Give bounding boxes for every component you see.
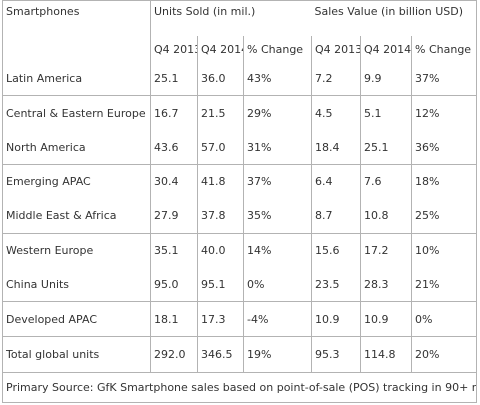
units-change-cell: 35% [243, 198, 312, 234]
units-change-cell: 29% [243, 95, 312, 131]
sales-q4-2013-cell: 15.6 [311, 233, 361, 268]
subheader-units-q4-2014: Q4 2014 [197, 35, 244, 63]
subheader-sales-q4-2013: Q4 2013 [311, 35, 361, 63]
units-q4-2014-cell: 41.8 [197, 164, 244, 199]
sales-change-cell: 12% [411, 95, 478, 131]
units-q4-2013-cell: 95.0 [150, 267, 198, 303]
units-change-cell: 19% [243, 336, 312, 374]
footer-row: Primary Source: GfK Smartphone sales bas… [1, 372, 478, 403]
units-q4-2013-cell: 16.7 [150, 95, 198, 131]
sales-change-cell: 37% [411, 62, 478, 97]
header-units-sold: Units Sold (in mil.) [150, 0, 312, 36]
sales-q4-2014-cell: 25.1 [360, 130, 412, 166]
units-q4-2013-cell: 18.1 [150, 301, 198, 338]
units-change-cell: 0% [243, 267, 312, 303]
subheader-row: Q4 2013 Q4 2014 % Change Q4 2013 Q4 2014… [2, 35, 478, 63]
sales-q4-2013-cell: 18.4 [311, 130, 361, 166]
units-q4-2014-cell: 37.8 [197, 198, 244, 234]
units-change-cell: 37% [243, 164, 312, 199]
subheader-sales-q4-2014: Q4 2014 [360, 35, 412, 63]
sales-change-cell: 21% [411, 267, 478, 303]
region-cell: Western Europe [2, 233, 151, 268]
sales-change-cell: 10% [411, 233, 478, 268]
units-q4-2014-cell: 21.5 [197, 95, 244, 131]
units-change-cell: 14% [243, 233, 312, 268]
region-cell: Total global units [2, 336, 151, 374]
region-cell: Emerging APAC [2, 164, 151, 199]
sales-change-cell: 20% [411, 336, 478, 374]
sales-q4-2013-cell: 7.2 [311, 62, 361, 97]
region-cell: Latin America [2, 62, 151, 97]
sales-q4-2014-cell: 28.3 [360, 267, 412, 303]
table-row: Emerging APAC 30.4 41.8 37% 6.4 7.6 18% [2, 164, 478, 199]
subheader-units-q4-2013: Q4 2013 [150, 35, 198, 63]
region-cell: China Units [2, 267, 151, 303]
units-change-cell: -4% [243, 301, 312, 338]
units-q4-2014-cell: 17.3 [197, 301, 244, 338]
units-q4-2013-cell: 27.9 [150, 198, 198, 234]
sales-q4-2014-cell: 7.6 [360, 164, 412, 199]
total-row: Total global units 292.0 346.5 19% 95.3 … [2, 336, 478, 374]
sales-change-cell: 36% [411, 130, 478, 166]
units-q4-2013-cell: 292.0 [150, 336, 198, 374]
table-row: Latin America 25.1 36.0 43% 7.2 9.9 37% [2, 62, 478, 97]
sales-change-cell: 18% [411, 164, 478, 199]
table-row: North America 43.6 57.0 31% 18.4 25.1 36… [2, 130, 478, 166]
table-row: China Units 95.0 95.1 0% 23.5 28.3 21% [2, 267, 478, 303]
table-row: Middle East & Africa 27.9 37.8 35% 8.7 1… [2, 198, 478, 234]
sales-q4-2013-cell: 4.5 [311, 95, 361, 131]
units-q4-2014-cell: 95.1 [197, 267, 244, 303]
sales-q4-2013-cell: 6.4 [311, 164, 361, 199]
sales-q4-2014-cell: 10.8 [360, 198, 412, 234]
units-q4-2013-cell: 30.4 [150, 164, 198, 199]
sales-q4-2014-cell: 9.9 [360, 62, 412, 97]
units-q4-2013-cell: 43.6 [150, 130, 198, 166]
units-q4-2014-cell: 40.0 [197, 233, 244, 268]
units-q4-2013-cell: 25.1 [150, 62, 198, 97]
table-row: Western Europe 35.1 40.0 14% 15.6 17.2 1… [2, 233, 478, 268]
header-row: Smartphones Units Sold (in mil.) Sales V… [2, 0, 478, 36]
source-note: Primary Source: GfK Smartphone sales bas… [1, 372, 478, 403]
sales-change-cell: 0% [411, 301, 478, 338]
sales-q4-2014-cell: 17.2 [360, 233, 412, 268]
region-cell: Middle East & Africa [2, 198, 151, 234]
subheader-empty [2, 35, 151, 63]
sales-q4-2013-cell: 95.3 [311, 336, 361, 374]
table-row: Developed APAC 18.1 17.3 -4% 10.9 10.9 0… [2, 301, 478, 338]
units-q4-2014-cell: 36.0 [197, 62, 244, 97]
sales-q4-2014-cell: 5.1 [360, 95, 412, 131]
units-q4-2013-cell: 35.1 [150, 233, 198, 268]
units-change-cell: 31% [243, 130, 312, 166]
sales-q4-2013-cell: 8.7 [311, 198, 361, 234]
subheader-sales-change: % Change [411, 35, 478, 63]
table-row: Central & Eastern Europe 16.7 21.5 29% 4… [2, 95, 478, 131]
sales-q4-2013-cell: 10.9 [311, 301, 361, 338]
region-cell: North America [2, 130, 151, 166]
sales-q4-2013-cell: 23.5 [311, 267, 361, 303]
header-smartphones: Smartphones [2, 0, 151, 36]
header-sales-value: Sales Value (in billion USD) [311, 0, 478, 36]
sales-change-cell: 25% [411, 198, 478, 234]
units-q4-2014-cell: 346.5 [197, 336, 244, 374]
units-change-cell: 43% [243, 62, 312, 97]
region-cell: Central & Eastern Europe [2, 95, 151, 131]
sales-q4-2014-cell: 10.9 [360, 301, 412, 338]
units-q4-2014-cell: 57.0 [197, 130, 244, 166]
subheader-units-change: % Change [243, 35, 312, 63]
region-cell: Developed APAC [2, 301, 151, 338]
sales-q4-2014-cell: 114.8 [360, 336, 412, 374]
